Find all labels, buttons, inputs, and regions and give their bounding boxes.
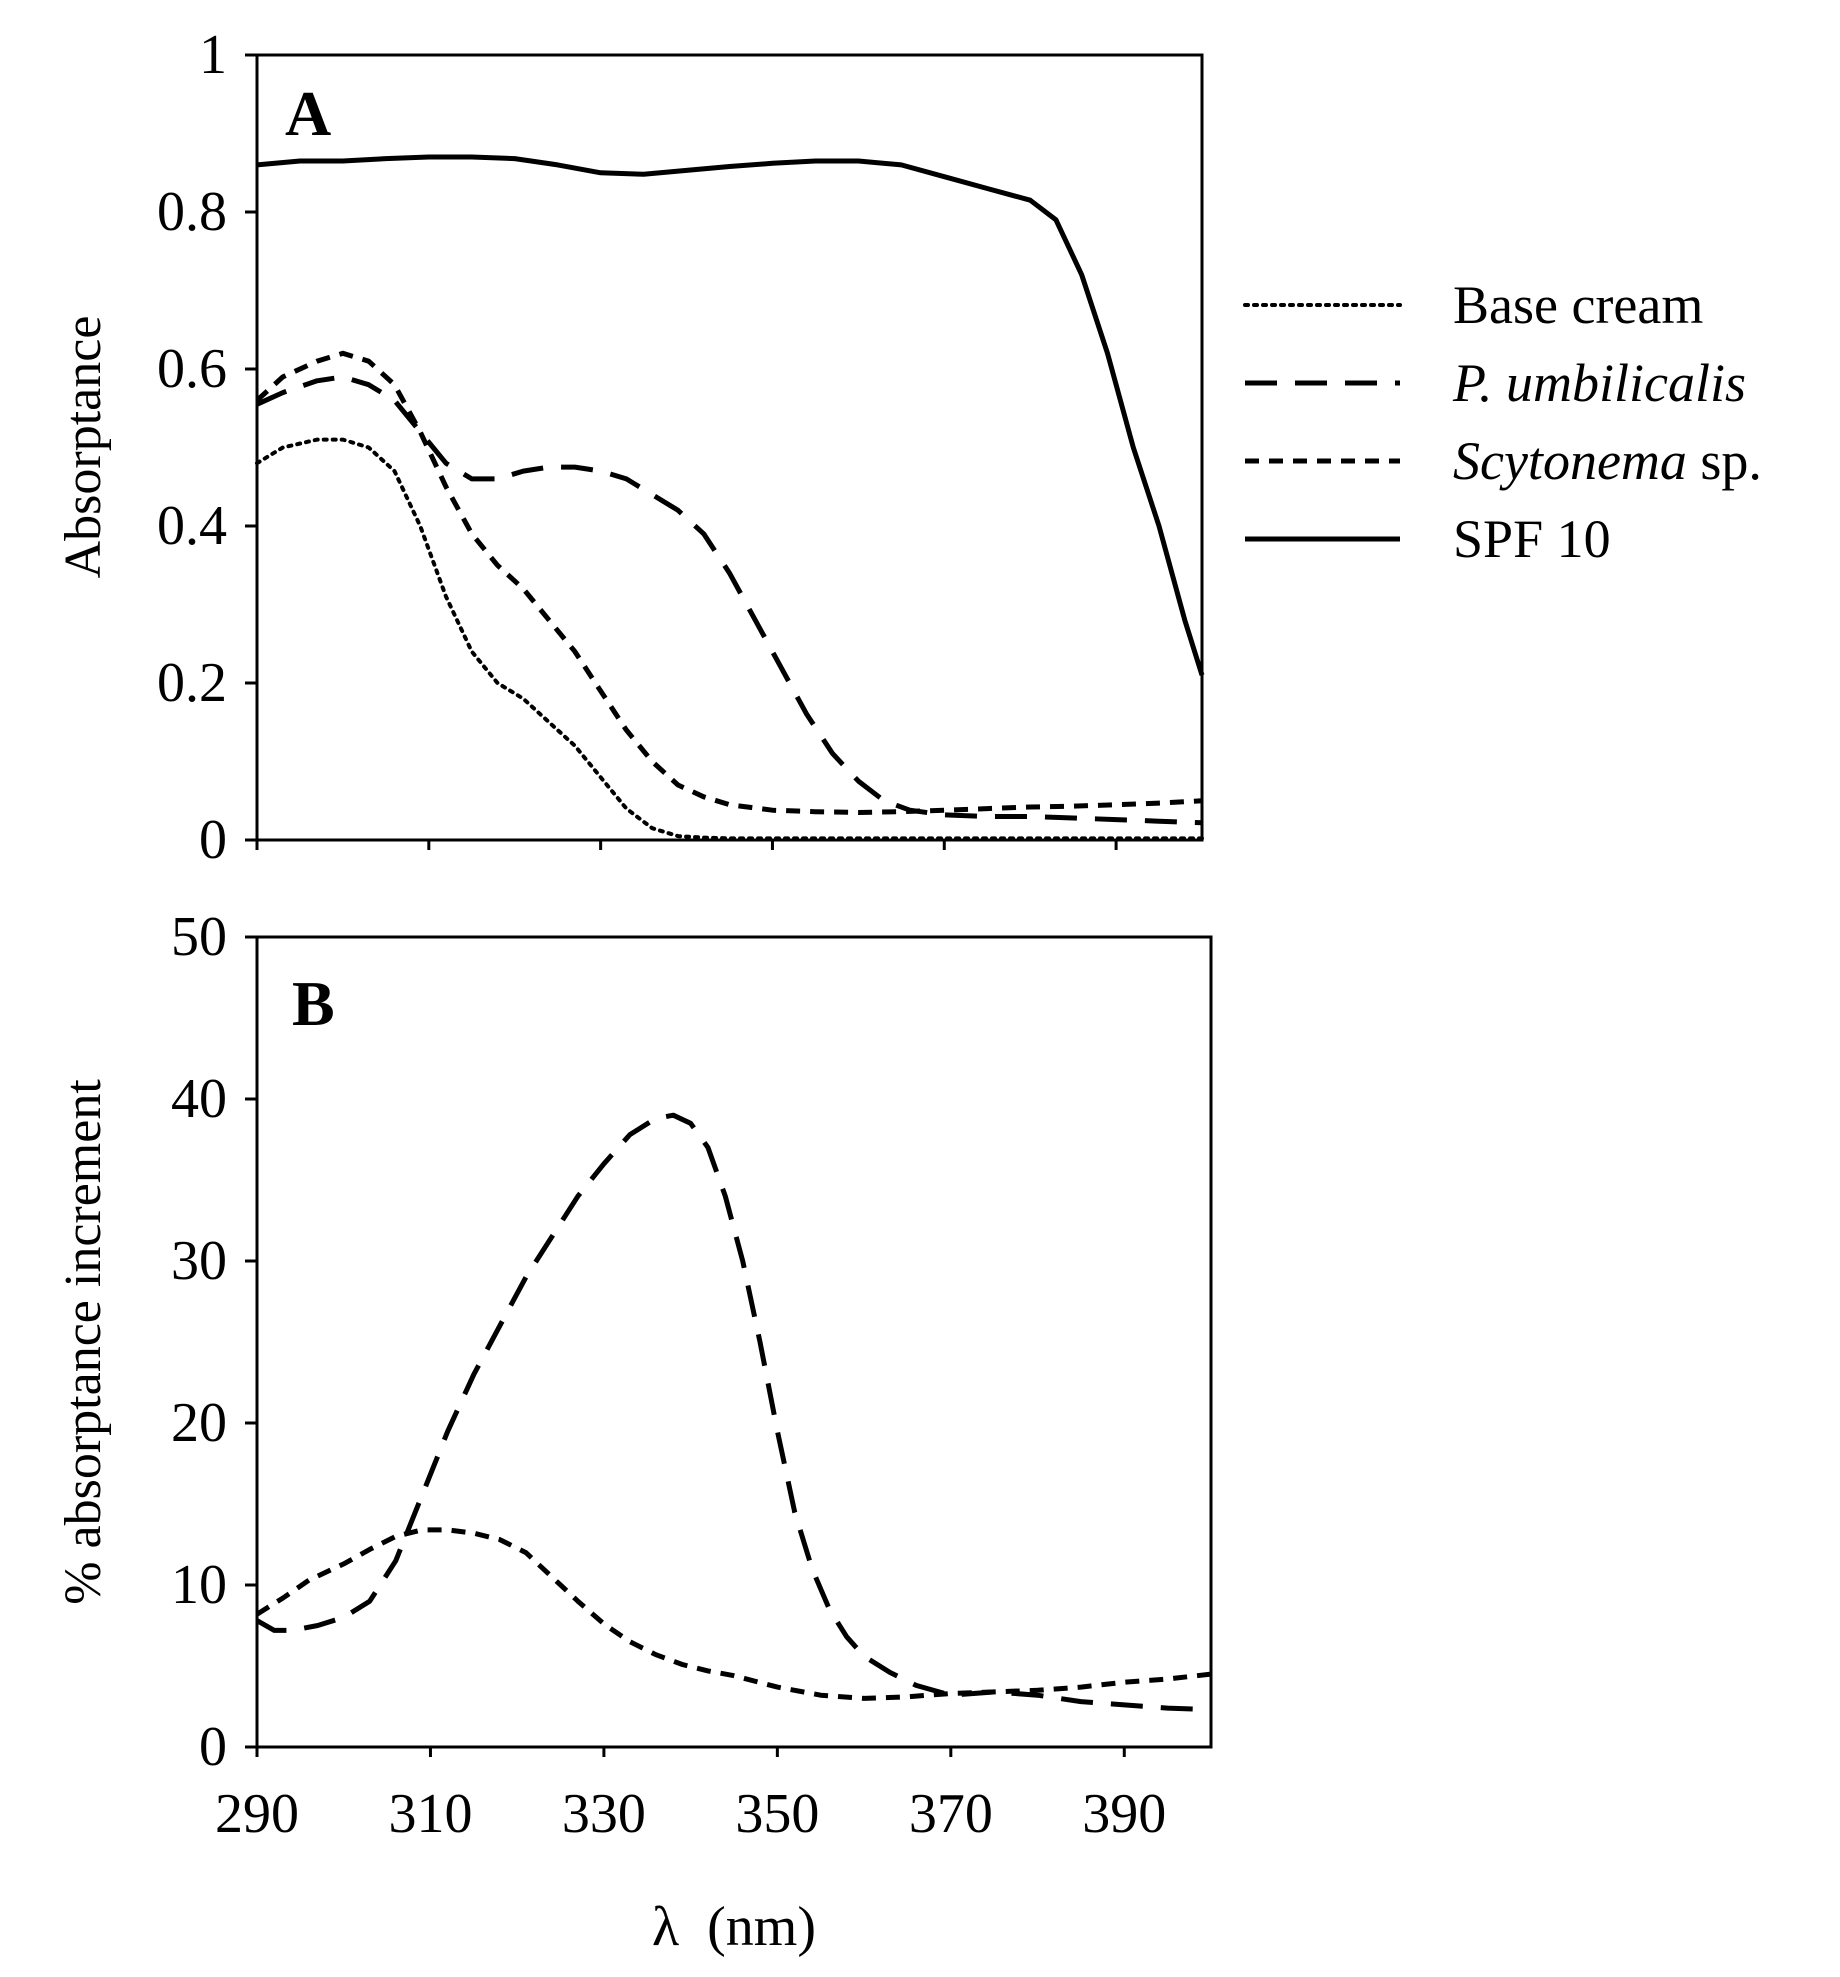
panel-b-x-tick-label: 370: [909, 1783, 993, 1845]
panel-a-y-tick-label: 1: [199, 24, 227, 86]
panel-b-label: B: [292, 968, 335, 1039]
legend: Base cream P. umbilicalis Scytonema sp. SPF…: [1243, 275, 1762, 569]
legend-label-p-umbilicalis: P. umbilicalis: [1452, 353, 1746, 413]
panel-a-y-tick-label: 0: [199, 809, 227, 871]
panel-b-series: [255, 1112, 1212, 1713]
panel-b-x-tick-label: 390: [1082, 1783, 1166, 1845]
panel-a-y-tick-label: 0.8: [157, 181, 227, 243]
panel-b-y-tick-label: 40: [171, 1068, 227, 1130]
panel-a-chart: A Absorptance 0 0.2 0.4 0.6 0.8 1: [55, 24, 1205, 871]
panel-b-plot-frame: [255, 935, 1213, 1749]
panel-b-series-p-umbilicalis-line: [255, 1112, 1212, 1713]
panel-b-x-tick-label: 330: [562, 1783, 646, 1845]
panel-a-y-ticks: 0 0.2 0.4 0.6 0.8 1: [157, 24, 1118, 871]
panel-a-label: A: [285, 78, 331, 149]
legend-label-spf-10: SPF 10: [1453, 509, 1611, 569]
panel-a-series-base-cream-line: [255, 437, 1204, 841]
panel-b-y-tick-label: 20: [171, 1392, 227, 1454]
panel-b-y-axis-title: % absorptance increment: [55, 1079, 112, 1605]
panel-b-y-tick-label: 30: [171, 1230, 227, 1292]
panel-b-chart: B % absorptance increment λ (nm) 0 10 20 30…: [55, 906, 1213, 1958]
panel-b-y-tick-label: 0: [199, 1716, 227, 1778]
panel-b-series-scytonema-sp-line: [255, 1527, 1212, 1701]
panel-a-series-scytonema-sp-line: [255, 350, 1203, 815]
panel-b-y-ticks: 0 10 20 30 40 50: [171, 906, 257, 1778]
panel-a-y-axis-title: Absorptance: [55, 316, 112, 579]
panel-a-series-p-umbilicalis-line: [255, 374, 1203, 826]
panel-b-x-tick-label: 350: [735, 1783, 819, 1845]
panel-b-x-axis-title: λ (nm): [652, 1896, 816, 1958]
panel-a-y-tick-label: 0.2: [157, 652, 227, 714]
panel-a-y-tick-label: 0.4: [157, 495, 227, 557]
panel-b-y-tick-label: 50: [171, 906, 227, 968]
panel-a-y-tick-label: 0.6: [157, 338, 227, 400]
panel-b-x-ticks: 290 310 330 350 370 390: [215, 1747, 1166, 1845]
panel-a-plot-frame: [255, 53, 1204, 842]
legend-label-base-cream: Base cream: [1453, 275, 1703, 335]
panel-b-y-tick-label: 10: [171, 1554, 227, 1616]
panel-b-x-tick-label: 310: [388, 1783, 472, 1845]
panel-a-series: [255, 154, 1205, 841]
panel-b-x-tick-label: 290: [215, 1783, 299, 1845]
legend-label-scytonema-sp: Scytonema sp.: [1453, 431, 1762, 491]
panel-a-series-spf-10-line: [256, 154, 1205, 676]
